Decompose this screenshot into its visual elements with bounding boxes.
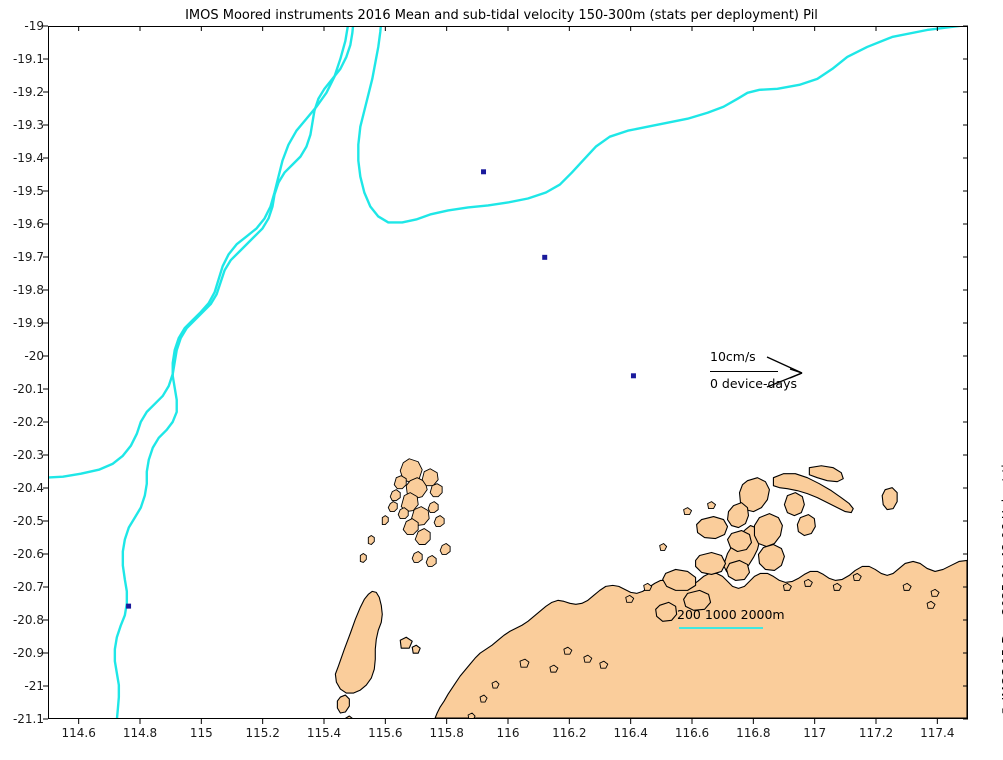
- y-axis-tick-label: -19: [24, 19, 44, 33]
- x-axis-tick-label: 115.8: [429, 726, 464, 740]
- contour-2000m: [357, 27, 961, 224]
- depth-contour-line-sample: [679, 627, 763, 629]
- island-barrow: [334, 590, 383, 694]
- y-axis-tick-label: -20.6: [12, 547, 44, 561]
- y-axis-tick-label: -20.7: [12, 580, 44, 594]
- y-axis-tick-label: -19.4: [12, 151, 44, 165]
- marker-deployment-4[interactable]: [126, 603, 132, 609]
- island-single: [881, 487, 898, 511]
- y-axis-tick-label: -19.3: [12, 118, 44, 132]
- island-dampier-4: [783, 492, 805, 517]
- y-axis-tick-label: -20.1: [12, 382, 44, 396]
- marker-deployment-1[interactable]: [481, 169, 487, 175]
- island-barrow-islet-c: [411, 644, 421, 654]
- y-axis-tick-label: -20.8: [12, 613, 44, 627]
- map-plot-area[interactable]: 10cm/s 0 device-days 200 1000 2000m: [48, 26, 968, 719]
- x-axis-tick-label: 114.6: [61, 726, 96, 740]
- device-days-label: 0 device-days: [710, 376, 797, 391]
- x-axis-tick-label: 116: [496, 726, 520, 740]
- x-axis-tick-label: 117: [803, 726, 827, 740]
- credit-note: © IMOS 15-Dec-2025 04:48:06 Hobart time: [983, 0, 1003, 760]
- mainland-pilbara: [434, 559, 967, 718]
- island-west-3: [695, 551, 727, 575]
- y-axis-tick-label: -20: [24, 349, 44, 363]
- velocity-scale-label: 10cm/s: [710, 349, 756, 364]
- y-axis-tick-label: -19.5: [12, 184, 44, 198]
- island-west-1: [696, 516, 729, 540]
- x-axis-tick-label: 115.6: [368, 726, 403, 740]
- island-west-4: [725, 559, 751, 581]
- y-axis-tick-label: -19.2: [12, 85, 44, 99]
- island-dampier-1: [738, 477, 770, 513]
- deployment-markers[interactable]: [126, 169, 636, 609]
- island-west-2: [726, 529, 753, 553]
- y-axis-tick-label: -19.9: [12, 316, 44, 330]
- island-dampier-5: [796, 514, 816, 537]
- velocity-scale-key: 10cm/s 0 device-days: [710, 349, 830, 397]
- y-axis-tick-label: -19.1: [12, 52, 44, 66]
- x-axis-tick-label: 115.2: [245, 726, 280, 740]
- island-legendre: [808, 465, 844, 483]
- montebello-islands: [359, 458, 451, 567]
- island-dampier-2: [753, 513, 783, 548]
- y-axis-tick-label: -20.9: [12, 646, 44, 660]
- contour-1000m: [113, 27, 349, 718]
- island-west-7: [655, 601, 678, 622]
- islets-cluster: [467, 501, 940, 718]
- y-axis: -19 -19.1 -19.2 -19.3 -19.4 -19.5 -19.6 -19.7 -1…: [0, 19, 44, 726]
- x-axis-tick-label: 114.8: [122, 726, 158, 740]
- y-axis-tick-label: -20.3: [12, 448, 44, 462]
- y-axis-tick-label: -19.8: [12, 283, 44, 297]
- x-axis-tick-label: 116.4: [613, 726, 648, 740]
- x-axis-tick-label: 116.8: [736, 726, 771, 740]
- credit-text: © IMOS 15-Dec-2025 04:48:06 Hobart time: [999, 444, 1003, 717]
- map-canvas: [49, 27, 967, 718]
- island-dampier-3: [726, 502, 750, 529]
- land-polygons: [334, 458, 967, 718]
- y-axis-tick-label: -19.7: [12, 250, 44, 264]
- x-axis-tick-label: 115: [189, 726, 213, 740]
- island-barrow-south-tip: [336, 694, 350, 714]
- island-enderby: [757, 543, 785, 571]
- y-axis-tick-label: -21.1: [12, 712, 44, 726]
- y-axis-tick-label: -19.6: [12, 217, 44, 231]
- x-axis-tick-label: 116.6: [674, 726, 710, 740]
- y-axis-tick-label: -20.5: [12, 514, 44, 528]
- marker-deployment-3[interactable]: [630, 373, 636, 379]
- depth-contour-label: 200 1000 2000m: [677, 607, 785, 622]
- island-barrow-islet-b: [399, 636, 413, 649]
- y-axis-tick-label: -20.2: [12, 415, 44, 429]
- x-axis-tick-label: 117.2: [858, 726, 894, 740]
- y-axis-tick-label: -20.4: [12, 481, 44, 495]
- contour-200m: [49, 27, 355, 479]
- velocity-arrow-icon: [766, 356, 803, 388]
- island-west-6: [683, 589, 712, 611]
- x-axis-tick-label: 117.4: [920, 726, 955, 740]
- x-axis: 114.6 114.8 115 115.2 115.4 115.6 115.8 116 116.…: [48, 720, 968, 750]
- y-axis-tick-label: -21: [24, 679, 44, 693]
- x-axis-tick-label: 116.2: [552, 726, 587, 740]
- page-title: IMOS Moored instruments 2016 Mean and su…: [185, 8, 818, 23]
- velocity-scale-rule: [710, 371, 778, 372]
- island-barrow-islet-a: [344, 715, 353, 718]
- depth-contour-key: 200 1000 2000m: [677, 607, 797, 637]
- x-axis-tick-label: 115.4: [306, 726, 342, 740]
- island-west-5: [662, 568, 697, 591]
- peninsula-spit: [772, 473, 854, 514]
- marker-deployment-2[interactable]: [542, 254, 548, 260]
